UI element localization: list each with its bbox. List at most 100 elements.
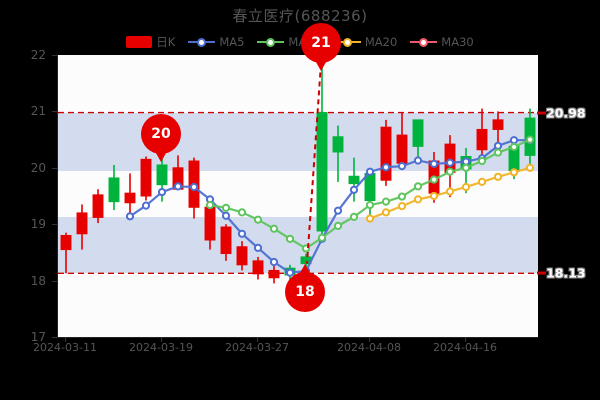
y-tick-mark [52, 337, 57, 338]
high-price-label-tick [537, 111, 546, 115]
chart-canvas [58, 63, 538, 284]
ma-point-ma5 [333, 206, 343, 215]
candle-body [92, 194, 104, 218]
y-tick-mark [52, 111, 57, 113]
candlestick [140, 156, 152, 201]
ma-point-ma10 [237, 208, 247, 217]
ma-point-ma10 [413, 182, 423, 191]
ma-point-ma20 [509, 168, 519, 177]
ma-point-ma5 [285, 268, 295, 277]
marker-21-guide-line [306, 63, 322, 264]
low-price-label-tick [537, 271, 546, 275]
y-tick-mark [52, 280, 57, 282]
candlestick [316, 63, 328, 235]
candle-body [76, 212, 88, 235]
ma-point-ma20 [525, 163, 535, 172]
y-tick-mark [52, 167, 57, 169]
candlestick [76, 204, 88, 250]
candlestick [60, 232, 72, 274]
candlestick [220, 224, 232, 261]
x-tick-mark [257, 337, 258, 342]
ma-point-ma10 [381, 197, 391, 206]
candlestick [380, 119, 392, 186]
y-axis: 17 18 19 20 21 22 [0, 0, 57, 400]
x-tick-label: 2024-03-19 [129, 341, 193, 354]
marker-20[interactable]: 20 [141, 113, 181, 162]
ma-point-ma5 [125, 212, 135, 221]
ma-point-ma20 [445, 187, 455, 196]
y-tick-mark [52, 224, 57, 226]
legend-swatch-line [188, 37, 216, 47]
ma-point-ma10 [429, 175, 439, 184]
marker-20-bulb: 20 [141, 113, 181, 154]
marker-18-label: 18 [295, 284, 315, 301]
ma-point-ma20 [477, 177, 487, 187]
ma-point-ma10 [269, 224, 279, 233]
x-tick-mark [65, 337, 66, 342]
legend-swatch-line [410, 37, 438, 47]
marker-20-label: 20 [151, 125, 171, 142]
ma-point-ma10 [285, 234, 295, 243]
ma-point-ma20 [413, 195, 423, 204]
price-bands [58, 55, 538, 337]
ma-point-ma10 [349, 212, 359, 221]
marker-21[interactable]: 21 [301, 23, 341, 72]
x-tick-label: 2024-04-16 [433, 341, 497, 354]
legend-item-ma5[interactable]: MA5 [188, 35, 244, 49]
ma-point-ma5 [157, 187, 167, 197]
legend-label: 日K [156, 35, 176, 49]
ma-point-ma10 [461, 163, 471, 172]
legend-item-日k[interactable]: 日K [126, 34, 175, 50]
ma-point-ma5 [253, 243, 263, 252]
x-tick-mark [369, 337, 370, 342]
ma-point-ma10 [317, 233, 327, 242]
y-tick-mark [52, 55, 57, 56]
y-tick-label: 21 [30, 104, 46, 119]
ma-point-ma5 [349, 185, 359, 194]
ma-point-ma10 [221, 203, 231, 212]
ma-point-ma20 [397, 202, 407, 211]
ma-point-ma20 [365, 214, 375, 223]
ma-point-ma5 [221, 211, 231, 220]
candle-body [380, 126, 392, 181]
ma-point-ma5 [173, 182, 183, 191]
y-tick-label: 18 [30, 273, 46, 288]
ma-point-ma5 [413, 156, 423, 165]
ma-point-ma10 [397, 192, 407, 201]
candle-body [124, 192, 136, 204]
candlestick [492, 111, 504, 143]
x-tick-mark [161, 337, 162, 342]
ma-point-ma10 [205, 200, 215, 210]
ma-point-ma10 [445, 167, 455, 176]
marker-20-pointer [152, 145, 170, 162]
legend-swatch-line [257, 37, 285, 47]
candle-body [316, 112, 328, 232]
candlestick [92, 189, 104, 224]
candle-body [236, 246, 248, 266]
ma-point-ma5 [365, 167, 375, 176]
ma-point-ma5 [445, 158, 455, 167]
candlestick [348, 157, 360, 202]
ma-point-ma10 [365, 200, 375, 210]
y-tick-label: 22 [30, 48, 46, 62]
ma-point-ma5 [141, 201, 151, 210]
legend-label: MA30 [441, 35, 474, 49]
marker-18[interactable]: 18 [285, 264, 325, 313]
ma-point-ma20 [381, 208, 391, 217]
candlestick [332, 125, 344, 182]
candle-body [476, 128, 488, 151]
x-tick-mark [465, 337, 466, 342]
candlestick [412, 119, 424, 160]
high-price-label: 20.98 [546, 105, 586, 121]
legend-item-ma30[interactable]: MA30 [410, 35, 474, 49]
candle-body [332, 136, 344, 153]
low-price-label: 18.13 [546, 265, 586, 281]
ma-point-ma10 [525, 135, 535, 144]
candle-body [220, 226, 232, 255]
candlestick [268, 263, 280, 284]
marker-18-bulb: 18 [285, 272, 325, 313]
x-tick-label: 2024-03-11 [33, 341, 97, 354]
candlestick [252, 256, 264, 280]
